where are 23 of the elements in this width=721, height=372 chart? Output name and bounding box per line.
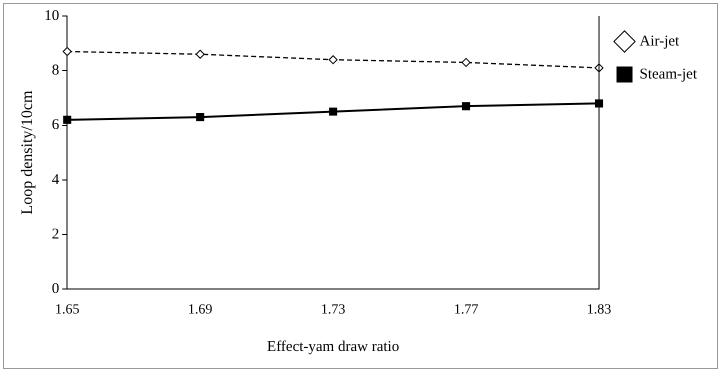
y-tick-label: 4: [52, 172, 60, 188]
x-tick-label: 1.69: [188, 302, 212, 318]
x-tick-label: 1.77: [454, 302, 478, 318]
x-tick-label: 1.65: [54, 302, 80, 318]
point: [329, 108, 338, 116]
x-tick-label: 1.73: [320, 302, 346, 318]
y-tick-label: 10: [44, 8, 60, 24]
point: [196, 113, 204, 122]
legend-label: Steam-jet: [640, 66, 698, 82]
point: [462, 58, 471, 67]
y-tick-label: 0: [52, 281, 60, 298]
point: [62, 47, 72, 56]
y-tick-label: 2: [52, 226, 60, 242]
point: [462, 102, 470, 110]
x-tick-label: 1.83: [586, 302, 612, 318]
x-axis-title: Effect-yam draw ratio: [267, 338, 400, 355]
y-tick-label: 6: [52, 117, 60, 134]
point: [328, 55, 338, 64]
legend-label: Air-jet: [640, 33, 680, 50]
point: [196, 50, 205, 59]
point: [63, 116, 72, 124]
y-tick-label: 8: [52, 62, 60, 79]
y-axis-title: Loop density/10cm: [18, 90, 36, 215]
